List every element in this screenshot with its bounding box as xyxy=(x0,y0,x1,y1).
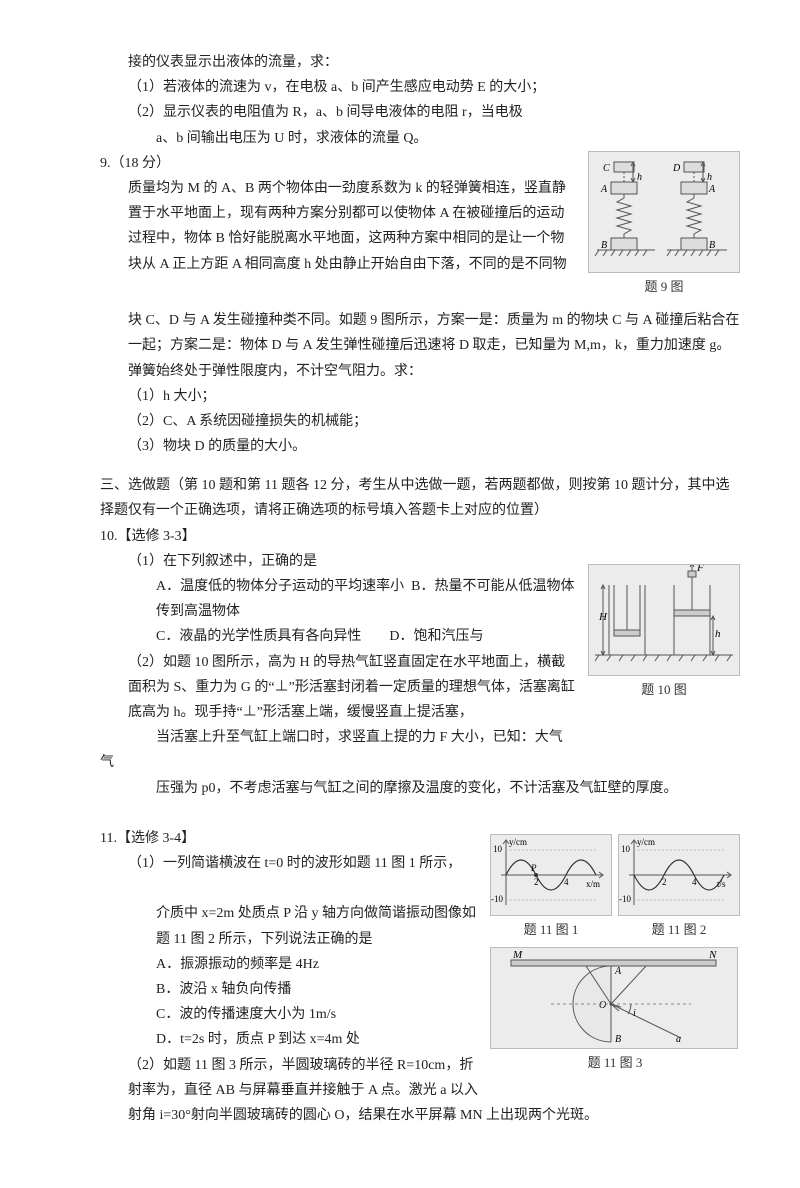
lbl-B2: B xyxy=(709,240,715,251)
q9-s1: （1）h 大小； xyxy=(100,384,740,409)
lbl-B1: B xyxy=(601,240,607,251)
q10-a: A．温度低的物体分子运动的平均速率小 xyxy=(156,579,404,594)
lbl-h1: h xyxy=(637,172,642,183)
lbl-F: F xyxy=(696,564,704,574)
q8-sub2: （2）显示仪表的电阻值为 R，a、b 间导电液体的电阻 r，当电极 xyxy=(100,100,740,125)
lbl-A2: A xyxy=(708,184,716,195)
t2-x4: 4 xyxy=(692,877,697,887)
t1-xlab: x/m xyxy=(586,879,600,889)
t1-P: P xyxy=(530,863,537,873)
section3-title: 三、选做题（第 10 题和第 11 题各 12 分，考生从中选做一题，若两题都做… xyxy=(100,473,740,523)
t1-ylab: y/cm xyxy=(509,837,527,847)
q9-s3: （3）物块 D 的质量的大小。 xyxy=(100,434,740,459)
q10-qi: 气 xyxy=(100,750,740,775)
figcap-11-1: 题 11 图 1 xyxy=(490,918,612,941)
t2-yn10: -10 xyxy=(619,894,631,904)
t1-y10: 10 xyxy=(493,844,503,854)
t1-x2: 2 xyxy=(534,877,539,887)
figcap-q9: 题 9 图 xyxy=(588,275,740,298)
t2-xlab: t/s xyxy=(717,879,726,889)
q10-c: C．液晶的光学性质具有各向异性 xyxy=(156,629,361,644)
t2-y10: 10 xyxy=(621,844,631,854)
figure-q9: C h A B D h A B 题 9 图 xyxy=(588,151,740,298)
q10-s2b: 当活塞上升至气缸上端口时，求竖直上提的力 F 大小，已知：大气 xyxy=(100,725,740,750)
lbl-D: D xyxy=(672,163,681,174)
lbl-h-cyl: h xyxy=(715,628,721,640)
lbl-C: C xyxy=(603,163,610,174)
lbl-N: N xyxy=(708,949,717,961)
figure-q11-2: 10 -10 2 4 y/cm t/s 题 11 图 2 xyxy=(618,834,740,941)
lbl-Bfig: B xyxy=(615,1034,621,1045)
figure-q11-3: M N A B O a i 题 11 图 3 xyxy=(490,947,740,1074)
q10-head: 10.【选修 3-3】 xyxy=(100,524,740,549)
q8-sub1: （1）若液体的流速为 v，在电极 a、b 间产生感应电动势 E 的大小； xyxy=(100,75,740,100)
lbl-h2: h xyxy=(707,172,712,183)
t2-ylab: y/cm xyxy=(637,837,655,847)
figcap-11-2: 题 11 图 2 xyxy=(618,918,740,941)
q9-s2: （2）C、A 系统因碰撞损失的机械能； xyxy=(100,409,740,434)
q8-sub2b: a、b 间输出电压为 U 时，求液体的流量 Q。 xyxy=(100,126,740,151)
figcap-11-3: 题 11 图 3 xyxy=(490,1051,740,1074)
q10-s2c: 压强为 p0，不考虑活塞与气缸之间的摩擦及温度的变化，不计活塞及气缸壁的厚度。 xyxy=(100,776,740,801)
lbl-O: O xyxy=(599,1000,606,1011)
q10-d: D．饱和汽压与 xyxy=(389,629,483,644)
figure-q11-1: 10 -10 2 4 y/cm x/m P 题 11 图 1 xyxy=(490,834,612,941)
figure-q10: H F h 题 10 图 xyxy=(588,564,740,701)
t1-x4: 4 xyxy=(564,877,569,887)
q8-pre: 接的仪表显示出液体的流量，求： xyxy=(100,50,740,75)
q9-p2: 块 C、D 与 A 发生碰撞种类不同。如题 9 图所示，方案一是：质量为 m 的… xyxy=(100,308,740,384)
lbl-Afig: A xyxy=(614,966,622,977)
figure-q9-svg: C h A B D h A B xyxy=(588,151,740,273)
lbl-i: i xyxy=(633,1008,636,1019)
lbl-M: M xyxy=(512,949,523,961)
figure-q10-svg: H F h xyxy=(588,564,740,676)
lbl-a: a xyxy=(676,1034,681,1045)
lbl-A1: A xyxy=(600,184,608,195)
figcap-q10: 题 10 图 xyxy=(588,678,740,701)
t1-yn10: -10 xyxy=(491,894,503,904)
figure-q11: 10 -10 2 4 y/cm x/m P 题 11 图 1 10 xyxy=(490,834,740,1075)
t2-x2: 2 xyxy=(662,877,667,887)
